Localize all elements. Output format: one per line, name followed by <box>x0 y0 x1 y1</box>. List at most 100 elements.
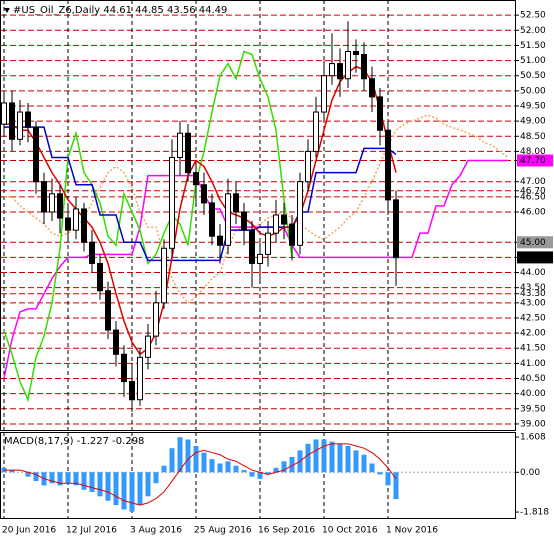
candle-body <box>369 78 375 98</box>
macd-bar <box>385 472 391 486</box>
macd-bar <box>9 470 15 473</box>
y-tick-label: 43.00 <box>520 298 546 308</box>
candle-body <box>313 111 319 152</box>
y-tick-label: 43.50 <box>520 283 546 293</box>
macd-bar <box>89 472 95 492</box>
y-tick-label: 48.50 <box>520 132 546 142</box>
macd-title: MACD(8,17,9) -1.227 -0.298 <box>4 436 144 447</box>
chart-title: #US_Oil_Z6,Daily 44.61 44.85 43.56 44.49 <box>13 5 227 16</box>
candle-body <box>385 129 391 201</box>
candle-body <box>169 156 175 249</box>
x-tick-label: 3 Aug 2016 <box>130 526 182 536</box>
candle-body <box>353 50 359 56</box>
x-tick-label: 25 Aug 2016 <box>194 526 252 536</box>
x-tick-label: 10 Oct 2016 <box>322 526 378 536</box>
candle-body <box>345 50 351 80</box>
macd-bar <box>241 470 247 473</box>
candle-body <box>305 150 311 183</box>
candle-body <box>393 199 399 259</box>
candle-body <box>209 202 215 237</box>
candle-body <box>321 75 327 113</box>
y-tick-label: 46.50 <box>520 192 546 202</box>
candle-body <box>177 132 183 158</box>
price-label-box <box>517 154 553 167</box>
candle-body <box>361 54 367 80</box>
macd-bar <box>201 452 207 473</box>
macd-bar <box>185 439 191 473</box>
macd-bar <box>369 463 375 473</box>
candle-body <box>105 290 111 331</box>
macd-bar <box>161 465 167 473</box>
candle-body <box>41 181 47 213</box>
macd-bar <box>225 461 231 473</box>
macd-bar <box>193 446 199 473</box>
price-label-box <box>517 236 553 249</box>
price-label-box <box>517 251 553 264</box>
macd-bar <box>65 472 71 484</box>
candle-body <box>17 111 23 140</box>
y-tick-label: 48.00 <box>520 147 546 157</box>
macd-bar <box>57 472 63 486</box>
candle-body <box>337 63 343 80</box>
candle-body <box>73 208 79 231</box>
y-tick-label: 50.00 <box>520 86 546 96</box>
candle-body <box>145 335 151 358</box>
y-tick-label: -1.818 <box>520 508 549 518</box>
candle-body <box>265 232 271 255</box>
macd-bar <box>377 472 383 475</box>
title-icon <box>4 8 10 13</box>
candle-body <box>25 111 31 128</box>
candle-body <box>297 181 303 246</box>
candle-body <box>97 262 103 292</box>
indicator-line <box>4 126 397 262</box>
y-tick-label: 44.00 <box>520 268 546 278</box>
y-tick-label: 50.50 <box>520 71 546 81</box>
candle-body <box>129 381 135 401</box>
macd-bar <box>233 465 239 473</box>
y-tick-label: 46.70 <box>520 186 546 196</box>
macd-bar <box>97 472 103 497</box>
candle-body <box>289 223 295 246</box>
macd-bar <box>393 472 399 500</box>
macd-bar <box>113 472 119 506</box>
candle-body <box>241 211 247 231</box>
macd-bar <box>169 448 175 473</box>
y-tick-label: 41.50 <box>520 344 546 354</box>
candle-body <box>329 63 335 77</box>
indicator-line <box>3 50 293 403</box>
y-tick-label: 0.00 <box>520 468 540 478</box>
x-tick-label: 16 Sep 2016 <box>258 526 315 536</box>
y-tick-label: 51.50 <box>520 41 546 51</box>
x-tick-label: 1 Nov 2016 <box>386 526 438 536</box>
candle-body <box>121 353 127 383</box>
macd-bar <box>209 459 215 473</box>
candle-body <box>273 214 279 234</box>
macd-bar <box>345 446 351 473</box>
candle-body <box>65 217 71 231</box>
y-tick-label: 49.50 <box>520 101 546 111</box>
y-tick-label: 41.00 <box>520 359 546 369</box>
candle-body <box>249 229 255 264</box>
y-tick-label: 47.70 <box>520 156 546 166</box>
y-tick-label: 46.00 <box>520 207 546 217</box>
macd-bar <box>129 472 135 512</box>
y-tick-label: 43.30 <box>520 289 546 299</box>
macd-bar <box>121 472 127 510</box>
macd-bar <box>257 472 263 479</box>
candle-body <box>233 193 239 213</box>
macd-bar <box>337 443 343 473</box>
candle-body <box>185 132 191 174</box>
macd-bar <box>329 441 335 473</box>
indicator-line <box>4 443 397 506</box>
candle-body <box>193 172 199 186</box>
candle-body <box>49 193 55 213</box>
y-tick-label: 39.50 <box>520 404 546 414</box>
y-tick-label: 49.00 <box>520 117 546 127</box>
macd-bar <box>105 472 111 501</box>
macd-bar <box>353 450 359 473</box>
y-tick-label: 42.50 <box>520 313 546 323</box>
macd-bar <box>321 439 327 473</box>
y-tick-label: 45.00 <box>520 238 546 248</box>
candle-body <box>113 329 119 355</box>
macd-bar <box>273 467 279 473</box>
